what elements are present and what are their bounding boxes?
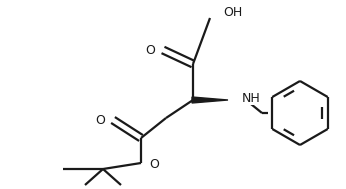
Text: NH: NH bbox=[242, 91, 261, 105]
Polygon shape bbox=[192, 97, 228, 103]
Text: O: O bbox=[149, 159, 159, 171]
Text: OH: OH bbox=[223, 5, 242, 19]
Text: O: O bbox=[145, 43, 155, 57]
Text: O: O bbox=[95, 114, 105, 126]
